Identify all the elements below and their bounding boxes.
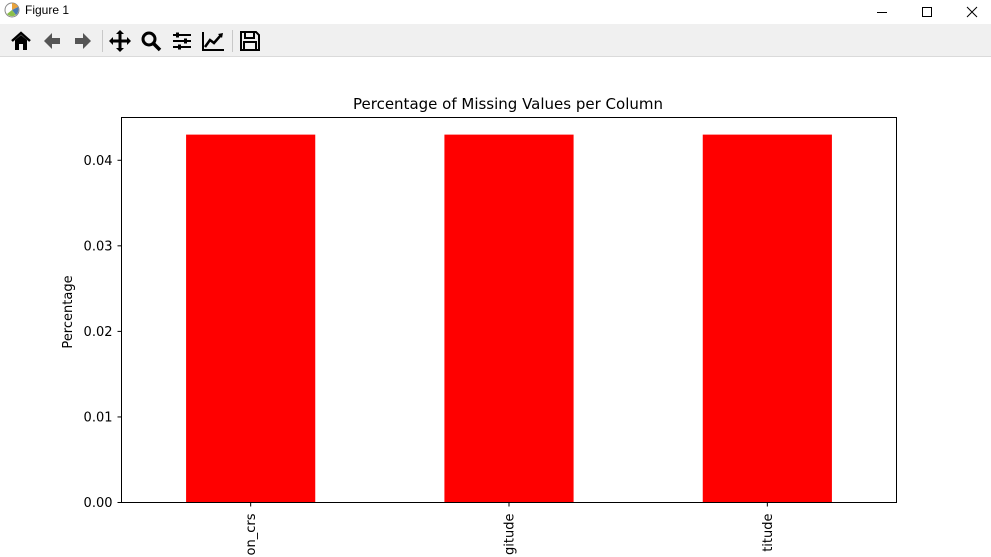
home-button[interactable] bbox=[8, 28, 34, 54]
bar-0 bbox=[186, 134, 316, 503]
pan-button[interactable] bbox=[107, 28, 133, 54]
x-axis-ticks: on_crs gitude titude bbox=[244, 502, 776, 555]
forward-button[interactable] bbox=[70, 28, 96, 54]
y-axis-label: Percentage bbox=[61, 275, 76, 348]
subplots-button[interactable] bbox=[169, 28, 195, 54]
save-icon bbox=[240, 31, 260, 51]
chart-title: Percentage of Missing Values per Column bbox=[353, 95, 663, 113]
x-tick-label: on_crs bbox=[244, 513, 259, 555]
figure-canvas: Percentage of Missing Values per Column … bbox=[0, 57, 991, 557]
zoom-icon bbox=[141, 31, 162, 52]
maximize-button[interactable] bbox=[904, 0, 950, 24]
window-title: Figure 1 bbox=[25, 3, 70, 17]
toolbar-separator bbox=[102, 30, 103, 52]
x-tick-label: titude bbox=[761, 513, 776, 551]
y-tick-label: 0.04 bbox=[84, 154, 113, 169]
matplotlib-app-icon bbox=[4, 2, 20, 18]
minimize-icon bbox=[877, 12, 887, 13]
edit-axis-button[interactable] bbox=[200, 28, 226, 54]
toolbar-separator bbox=[232, 30, 233, 52]
close-button[interactable] bbox=[949, 0, 991, 24]
subplots-icon bbox=[173, 32, 191, 50]
back-arrow-icon bbox=[44, 33, 60, 49]
y-tick-label: 0.03 bbox=[84, 239, 113, 254]
zoom-button[interactable] bbox=[138, 28, 164, 54]
y-tick-label: 0.00 bbox=[84, 496, 113, 511]
edit-axis-icon bbox=[202, 32, 224, 51]
navigation-toolbar bbox=[0, 24, 991, 57]
back-button[interactable] bbox=[39, 28, 65, 54]
y-tick-label: 0.01 bbox=[84, 410, 113, 425]
bars-group bbox=[186, 134, 832, 503]
y-tick-label: 0.02 bbox=[84, 325, 113, 340]
save-button[interactable] bbox=[237, 28, 263, 54]
forward-arrow-icon bbox=[75, 33, 91, 49]
y-axis-ticks: 0.00 0.01 0.02 0.03 0.04 bbox=[84, 154, 122, 511]
window-titlebar: Figure 1 bbox=[0, 0, 991, 24]
x-tick-label: gitude bbox=[503, 514, 518, 555]
bar-2 bbox=[702, 134, 832, 503]
bar-1 bbox=[444, 134, 574, 503]
pan-icon bbox=[109, 30, 131, 52]
axes-frame bbox=[121, 117, 897, 503]
close-icon bbox=[966, 6, 978, 18]
maximize-icon bbox=[922, 7, 932, 17]
home-icon bbox=[11, 31, 31, 50]
bar-chart: Percentage of Missing Values per Column … bbox=[61, 95, 897, 555]
minimize-button[interactable] bbox=[859, 0, 905, 24]
